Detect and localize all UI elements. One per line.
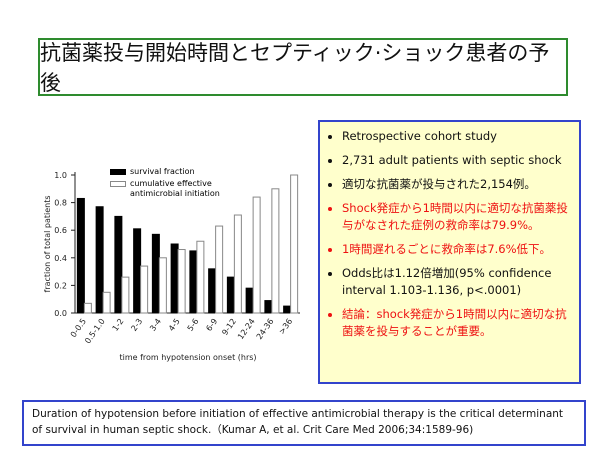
- legend: survival fraction cumulative effective an…: [110, 167, 222, 201]
- y-tick-label: 0.8: [54, 199, 67, 208]
- y-tick-label: 0.4: [54, 254, 67, 263]
- x-tick-label: 6-9: [204, 317, 219, 333]
- bar: [140, 265, 149, 314]
- bar: [177, 249, 186, 314]
- bar: [215, 225, 224, 314]
- bar: [83, 302, 92, 314]
- bullet: 結論：shock発症から1時間以内に適切な抗菌薬を投与することが重要。: [342, 306, 571, 340]
- bar: [76, 197, 85, 314]
- x-tick-label: 24-36: [255, 317, 276, 341]
- x-tick-label: 12-24: [236, 317, 257, 341]
- legend-swatch: [110, 181, 126, 187]
- x-tick-label: 9-12: [220, 317, 238, 337]
- bar: [290, 174, 299, 314]
- bullet: 適切な抗菌薬が投与された2,154例。: [342, 176, 571, 193]
- bullet: 2,731 adult patients with septic shock: [342, 152, 571, 169]
- bar: [283, 305, 292, 314]
- y-tick-label: 0.0: [54, 309, 67, 318]
- bar: [226, 276, 235, 314]
- x-tick-label: 4-5: [167, 317, 182, 333]
- legend-label: cumulative effective antimicrobial initi…: [130, 179, 220, 198]
- bullet: Shock発症から1時間以内に適切な抗菌薬投与がなされた症例の救命率は79.9%…: [342, 200, 571, 234]
- bar: [133, 228, 142, 314]
- y-tick-label: 0.2: [54, 281, 67, 290]
- bar: [158, 257, 167, 314]
- bar: [151, 233, 160, 314]
- bar: [208, 268, 217, 314]
- bar: [95, 206, 104, 314]
- bar: [233, 214, 242, 314]
- bar: [121, 276, 130, 314]
- caption: Duration of hypotension before initiatio…: [22, 400, 586, 446]
- legend-entry: survival fraction: [110, 167, 222, 177]
- slide-title: 抗菌薬投与開始時間とセプティック·ショック患者の予後: [38, 38, 568, 96]
- legend-label: survival fraction: [130, 167, 195, 176]
- x-tick-label: >36: [277, 317, 294, 336]
- x-tick-label: 2-3: [129, 317, 144, 333]
- legend-entry: cumulative effective antimicrobial initi…: [110, 179, 222, 199]
- bar: [264, 300, 273, 314]
- chart: fraction of total patients time from hyp…: [43, 171, 300, 362]
- bar: [245, 287, 254, 314]
- x-tick-label: 5-6: [186, 317, 201, 333]
- bar: [196, 240, 205, 314]
- bullet: Retrospective cohort study: [342, 128, 571, 145]
- bullet-box: Retrospective cohort study 2,731 adult pa…: [318, 120, 581, 384]
- bar: [114, 215, 123, 314]
- bar: [170, 243, 179, 314]
- bullet: Odds比は1.12倍増加(95% confidence interval 1.…: [342, 265, 571, 299]
- bullet: 1時間遅れるごとに救命率は7.6%低下。: [342, 241, 571, 258]
- y-axis-label: fraction of total patients: [43, 196, 52, 293]
- bar: [189, 250, 198, 314]
- bar: [102, 291, 111, 314]
- legend-swatch: [110, 169, 126, 175]
- x-tick-label: 1-2: [111, 317, 126, 333]
- bullet-list: Retrospective cohort study 2,731 adult pa…: [328, 128, 571, 340]
- bar: [271, 188, 280, 314]
- y-tick-label: 0.6: [54, 226, 67, 235]
- x-axis-label: time from hypotension onset (hrs): [119, 353, 256, 362]
- x-tick-label: 3-4: [148, 317, 163, 333]
- y-tick-label: 1.0: [54, 171, 67, 180]
- bar: [252, 196, 261, 314]
